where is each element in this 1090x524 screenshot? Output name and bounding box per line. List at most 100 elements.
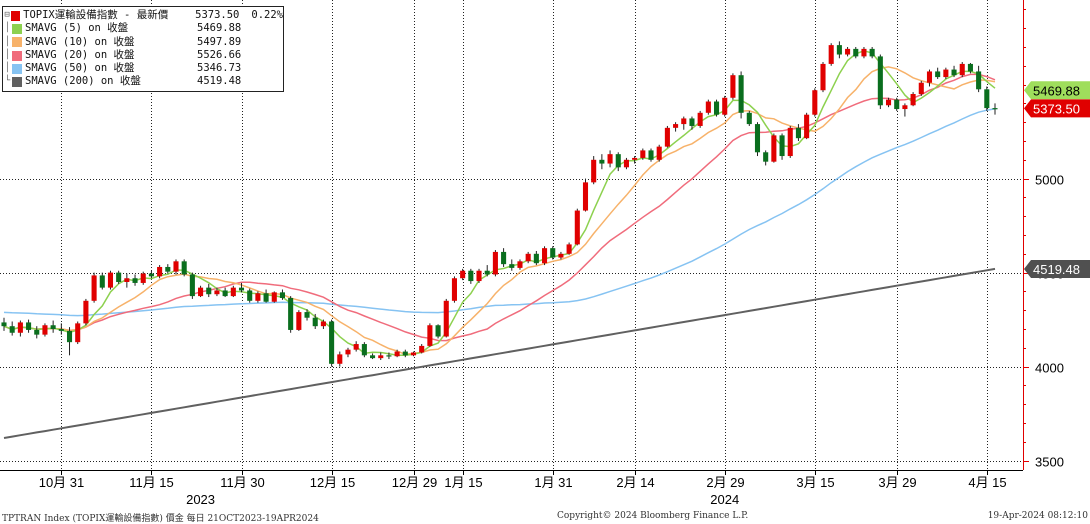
candle	[623, 157, 629, 170]
candle	[656, 144, 662, 162]
candle-body	[173, 261, 179, 272]
candle	[771, 133, 777, 163]
candle	[468, 268, 474, 284]
candle-body	[386, 355, 392, 357]
candle-body	[214, 290, 220, 295]
candle	[935, 67, 941, 79]
candle-body	[574, 210, 580, 245]
candle	[320, 319, 326, 329]
candle	[34, 326, 40, 339]
candle	[976, 65, 982, 93]
candle	[861, 47, 867, 59]
candle-body	[591, 159, 597, 183]
x-tick-label: 3月 15	[796, 475, 834, 490]
legend-tree-icon: └	[4, 76, 11, 87]
candle-body	[484, 270, 490, 275]
x-year-label: 2023	[186, 492, 215, 507]
candle-body	[1, 322, 7, 327]
candle	[566, 242, 572, 255]
candle-body	[394, 351, 400, 357]
candle-body	[402, 351, 408, 356]
candle-body	[206, 287, 212, 295]
candle	[140, 271, 146, 285]
last-value-tag: 4519.48	[1024, 259, 1090, 278]
candle	[820, 62, 826, 93]
candle-body	[370, 355, 376, 359]
candle-body	[885, 99, 892, 106]
candle	[591, 156, 597, 185]
candle	[247, 288, 253, 303]
legend-series-name: SMAVG (50) on 收盤	[25, 62, 135, 75]
candle-body	[763, 152, 769, 162]
y-tick-label: 5000	[1035, 173, 1064, 188]
candle	[763, 150, 769, 166]
candle-body	[804, 114, 810, 139]
candle	[296, 310, 302, 331]
candle-body	[713, 101, 720, 115]
x-tick-label: 11月 15	[129, 475, 174, 490]
footer-copyright: Copyright© 2024 Bloomberg Finance L.P.	[557, 511, 749, 521]
candle	[451, 276, 457, 303]
candle	[926, 69, 933, 87]
candle-body	[337, 354, 343, 364]
candle	[214, 287, 220, 297]
candle	[50, 320, 56, 333]
candle	[157, 265, 163, 279]
legend-series-name: TOPIX運輸設備指數 - 最新價	[23, 9, 169, 21]
candle-body	[361, 344, 367, 356]
candle	[173, 259, 179, 275]
legend-series-value: 5346.73	[197, 62, 242, 75]
candle	[517, 259, 523, 270]
candle	[681, 116, 687, 130]
candle	[615, 152, 621, 172]
candle	[902, 103, 908, 117]
candle	[754, 122, 761, 157]
candle-body	[877, 56, 883, 106]
candle-body	[451, 278, 457, 301]
candle-body	[353, 344, 359, 350]
candle-body	[632, 157, 638, 160]
candle-body	[582, 182, 589, 211]
legend-row: └ SMAVG (200) on 收盤 4519.48	[3, 75, 283, 88]
legend-swatch	[12, 50, 22, 61]
legend-tree-icon: │	[4, 63, 11, 74]
legend-swatch	[12, 37, 22, 48]
candle	[984, 86, 990, 111]
candle-body	[722, 97, 728, 115]
legend-series-value: 5373.50	[195, 9, 240, 21]
candle	[484, 265, 490, 277]
candle	[271, 291, 277, 303]
candle	[992, 103, 998, 115]
candle	[9, 321, 15, 336]
footer-timestamp: 19-Apr-2024 08:12:10	[987, 511, 1088, 521]
x-tick-label: 12月 15	[310, 475, 356, 490]
candle	[910, 92, 916, 107]
candle-body	[754, 124, 761, 153]
candlestick-series	[1, 41, 998, 367]
legend-row: ⊟ TOPIX運輸設備指數 - 最新價 5373.50 0.22%	[3, 9, 283, 22]
tag-background	[1024, 99, 1090, 118]
legend-tree-icon: │	[4, 49, 11, 60]
candle	[107, 270, 114, 290]
candle-body	[795, 127, 801, 139]
candle-body	[91, 275, 97, 301]
candle	[255, 291, 261, 303]
candle-body	[615, 154, 621, 168]
x-tick-label: 1月 31	[534, 475, 572, 490]
candle-body	[845, 48, 851, 55]
candle-body	[853, 48, 859, 57]
candle-body	[288, 297, 294, 330]
candle	[632, 156, 638, 164]
candle	[26, 319, 32, 333]
candle	[189, 272, 195, 299]
x-tick-label: 10月 31	[39, 475, 85, 490]
candle-body	[132, 278, 138, 283]
tag-label: 5373.50	[1033, 101, 1080, 116]
candle	[124, 273, 130, 288]
candle-body	[116, 272, 122, 282]
candle	[99, 272, 105, 290]
candle	[918, 80, 924, 96]
tag-label: 4519.48	[1033, 262, 1080, 277]
candle	[877, 54, 883, 110]
candle-body	[533, 253, 539, 264]
